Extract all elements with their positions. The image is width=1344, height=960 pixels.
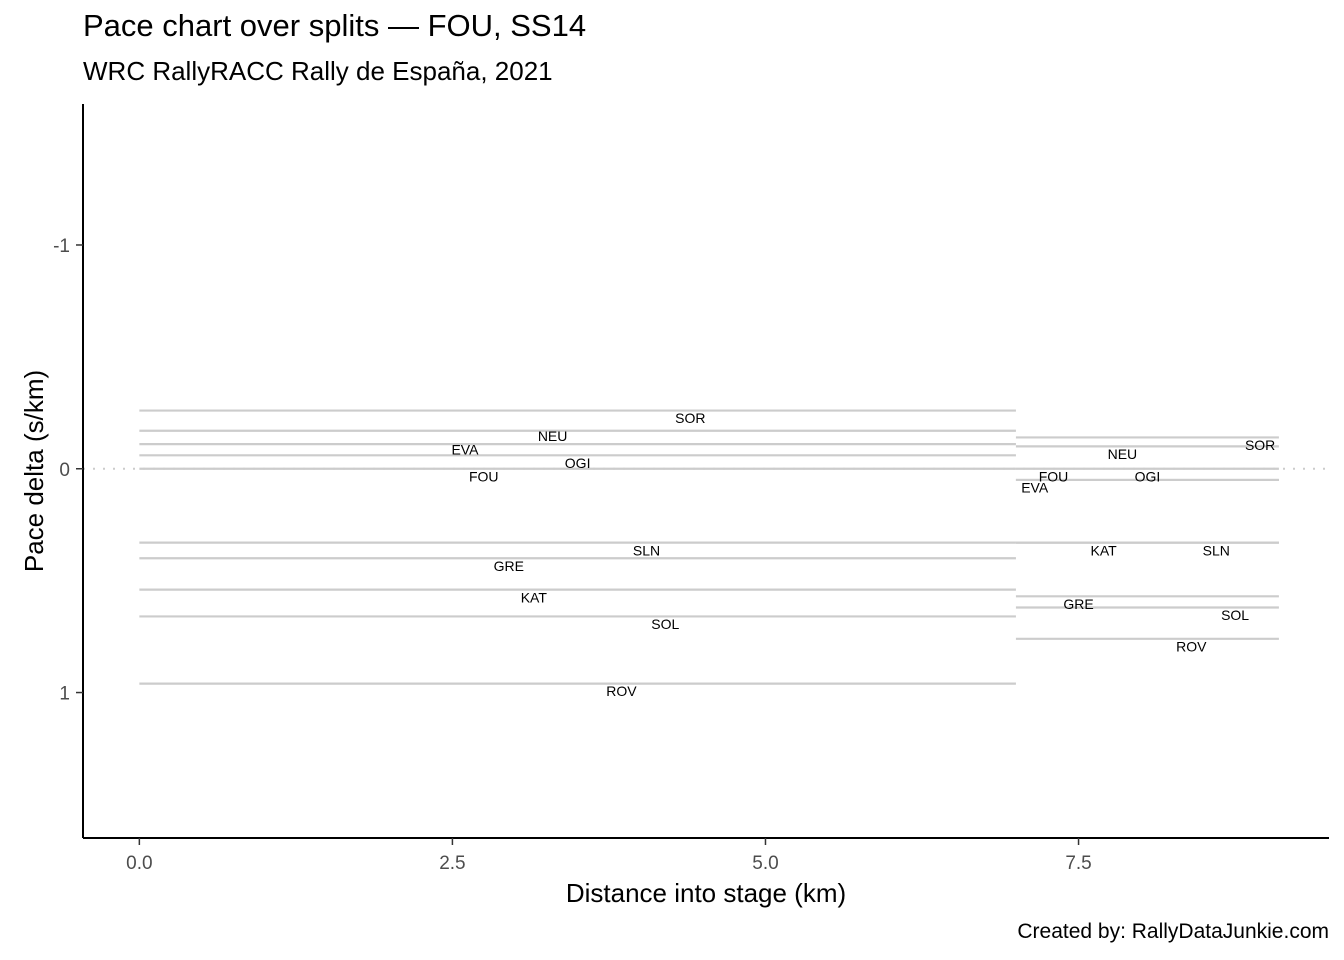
- y-tick-label: 0: [59, 460, 70, 481]
- y-tick-label: -1: [53, 236, 70, 257]
- chart-subtitle: WRC RallyRACC Rally de España, 2021: [83, 56, 553, 86]
- x-tick-label: 7.5: [1065, 853, 1091, 874]
- driver-label-kat: KAT: [521, 589, 548, 605]
- plot-area: SOR NEU EVA OGI FOU SLN GRE KAT SOL ROV SOR NEU FOU O…: [83, 409, 1329, 699]
- driver-label-sor: SOR: [1245, 437, 1275, 453]
- driver-label-neu: NEU: [1108, 446, 1138, 462]
- driver-label-neu: NEU: [538, 428, 568, 444]
- y-axis-title: Pace delta (s/km): [19, 370, 49, 572]
- x-tick-label: 5.0: [752, 853, 778, 874]
- chart-title: Pace chart over splits — FOU, SS14: [83, 8, 587, 43]
- driver-label-kat: KAT: [1090, 542, 1117, 558]
- driver-label-sol: SOL: [1221, 607, 1249, 623]
- driver-label-ogi: OGI: [1135, 468, 1161, 484]
- x-axis-title: Distance into stage (km): [566, 878, 846, 908]
- driver-label-sln: SLN: [633, 542, 660, 558]
- driver-label-ogi: OGI: [565, 455, 591, 471]
- driver-label-sor: SOR: [675, 410, 705, 426]
- y-tick-label: 1: [59, 684, 70, 705]
- driver-label-eva: EVA: [1021, 480, 1049, 496]
- driver-label-sol: SOL: [651, 616, 679, 632]
- driver-label-fou: FOU: [1039, 468, 1069, 484]
- driver-label-rov: ROV: [606, 683, 637, 699]
- driver-label-fou: FOU: [469, 468, 499, 484]
- driver-label-gre: GRE: [1063, 596, 1093, 612]
- axis-ticks: 0.0 2.5 5.0 7.5 -1 0 1: [53, 236, 1092, 874]
- x-tick-label: 2.5: [439, 853, 465, 874]
- chart-caption: Created by: RallyDataJunkie.com: [1017, 920, 1329, 943]
- driver-label-rov: ROV: [1176, 638, 1207, 654]
- driver-label-sln: SLN: [1203, 542, 1230, 558]
- driver-label-eva: EVA: [451, 442, 479, 458]
- x-tick-label: 0.0: [126, 853, 152, 874]
- driver-label-gre: GRE: [494, 558, 524, 574]
